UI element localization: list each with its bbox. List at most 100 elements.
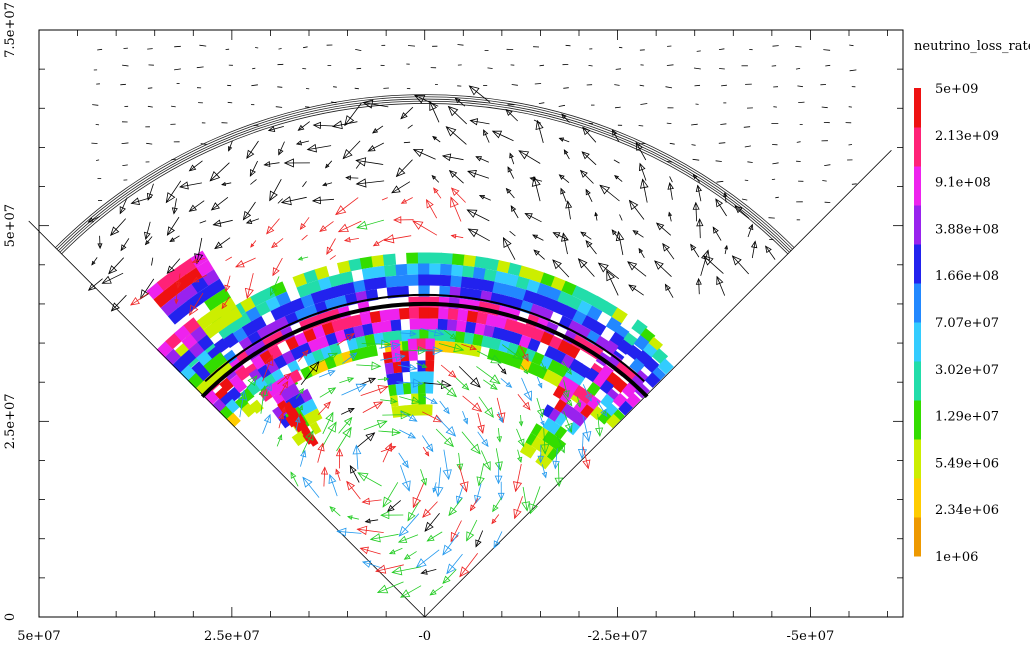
heatmap-cell xyxy=(440,263,453,276)
velocity-vector xyxy=(281,407,285,419)
velocity-arrowhead xyxy=(505,108,513,117)
velocity-vector xyxy=(147,105,153,108)
heatmap-cell xyxy=(507,262,523,277)
velocity-vector xyxy=(666,64,674,66)
heatmap-cell xyxy=(550,373,564,388)
velocity-vector xyxy=(462,395,482,412)
velocity-arrowhead xyxy=(529,503,538,515)
velocity-vector xyxy=(450,520,462,542)
velocity-vector xyxy=(381,197,388,201)
velocity-arrowhead xyxy=(614,174,620,180)
velocity-arrowhead xyxy=(188,204,197,212)
velocity-vector xyxy=(422,411,443,423)
velocity-arrowhead xyxy=(221,302,228,310)
velocity-vector xyxy=(255,47,259,49)
velocity-vector xyxy=(122,164,128,166)
velocity-vector xyxy=(703,255,724,274)
y-tick-label: 5e+07 xyxy=(3,204,18,247)
velocity-vector xyxy=(174,45,181,48)
colorbar: neutrino_loss_rate 5e+09 2.13e+09 9.1e+08 3.… xyxy=(914,39,1030,565)
velocity-arrowhead xyxy=(447,105,459,117)
heatmap-cell xyxy=(396,274,409,287)
heatmap-cell xyxy=(465,321,477,334)
velocity-arrowhead xyxy=(110,302,120,312)
velocity-vector xyxy=(515,463,522,492)
velocity-arrowhead xyxy=(376,584,389,594)
heatmap-cell xyxy=(290,297,306,312)
velocity-arrowhead xyxy=(517,438,525,448)
velocity-vector xyxy=(466,519,478,541)
velocity-vector xyxy=(269,179,282,201)
velocity-vector xyxy=(520,414,522,426)
heatmap-cell xyxy=(265,296,281,312)
velocity-arrowhead xyxy=(335,447,344,457)
velocity-arrowhead xyxy=(412,149,424,158)
velocity-arrowhead xyxy=(429,589,437,596)
velocity-vector xyxy=(618,231,624,256)
heatmap-cell xyxy=(296,283,312,298)
velocity-arrowhead xyxy=(654,260,664,270)
velocity-vector xyxy=(407,501,420,521)
velocity-arrowhead xyxy=(667,182,674,190)
heatmap-cell xyxy=(526,279,541,294)
velocity-arrowhead xyxy=(188,164,197,172)
heatmap-cell xyxy=(190,326,207,343)
velocity-vector xyxy=(356,180,385,185)
heatmap-cell xyxy=(358,346,370,360)
velocity-arrowhead xyxy=(269,286,278,297)
velocity-vector xyxy=(796,141,801,143)
velocity-arrowhead xyxy=(235,259,245,268)
velocity-vector xyxy=(200,143,207,145)
velocity-arrowhead xyxy=(146,192,154,201)
velocity-vector xyxy=(354,87,359,90)
velocity-arrowhead xyxy=(509,152,514,159)
velocity-arrowhead xyxy=(212,219,222,227)
velocity-arrowhead xyxy=(395,353,406,363)
velocity-arrowhead xyxy=(345,332,355,342)
velocity-arrowhead xyxy=(692,201,700,210)
velocity-vector xyxy=(336,333,355,346)
heatmap-cell xyxy=(312,324,326,339)
velocity-vector xyxy=(332,121,358,127)
velocity-arrowhead xyxy=(445,425,457,437)
heatmap-cell xyxy=(307,338,321,353)
heatmap-cell xyxy=(462,265,476,278)
velocity-arrowhead xyxy=(552,460,560,470)
velocity-arrowhead xyxy=(695,184,702,193)
velocity-vector xyxy=(459,553,479,577)
velocity-arrowhead xyxy=(498,417,503,424)
velocity-arrowhead xyxy=(277,434,283,441)
heatmap-cell xyxy=(543,297,558,312)
velocity-vector xyxy=(221,182,232,186)
velocity-arrowhead xyxy=(214,241,223,250)
heatmap-cell xyxy=(429,263,442,275)
velocity-arrowhead xyxy=(267,126,276,132)
velocity-vector xyxy=(344,103,362,126)
heatmap-cell xyxy=(548,434,561,449)
velocity-vector xyxy=(221,296,230,309)
heatmap-cell xyxy=(232,378,248,393)
velocity-arrowhead xyxy=(748,223,754,231)
velocity-arrowhead xyxy=(210,202,220,211)
velocity-arrowhead xyxy=(558,137,565,142)
velocity-vector xyxy=(700,250,709,276)
velocity-vector xyxy=(404,551,417,560)
velocity-vector xyxy=(400,410,418,422)
velocity-arrowhead xyxy=(580,231,587,238)
heatmap-cell xyxy=(481,335,493,349)
heatmap-cell xyxy=(361,267,376,280)
heatmap-cell xyxy=(369,310,382,324)
velocity-vector xyxy=(580,231,592,240)
heatmap-cell xyxy=(525,445,537,459)
velocity-arrowhead xyxy=(552,259,562,270)
velocity-vector xyxy=(456,485,464,504)
velocity-vector xyxy=(734,205,750,219)
velocity-vector xyxy=(712,226,722,241)
velocity-vector xyxy=(483,379,498,390)
velocity-vector xyxy=(458,464,467,492)
velocity-vector xyxy=(585,240,597,255)
velocity-vector xyxy=(145,221,151,240)
velocity-vector xyxy=(179,182,202,188)
velocity-arrowhead xyxy=(412,496,422,509)
velocity-arrowhead xyxy=(343,236,351,243)
